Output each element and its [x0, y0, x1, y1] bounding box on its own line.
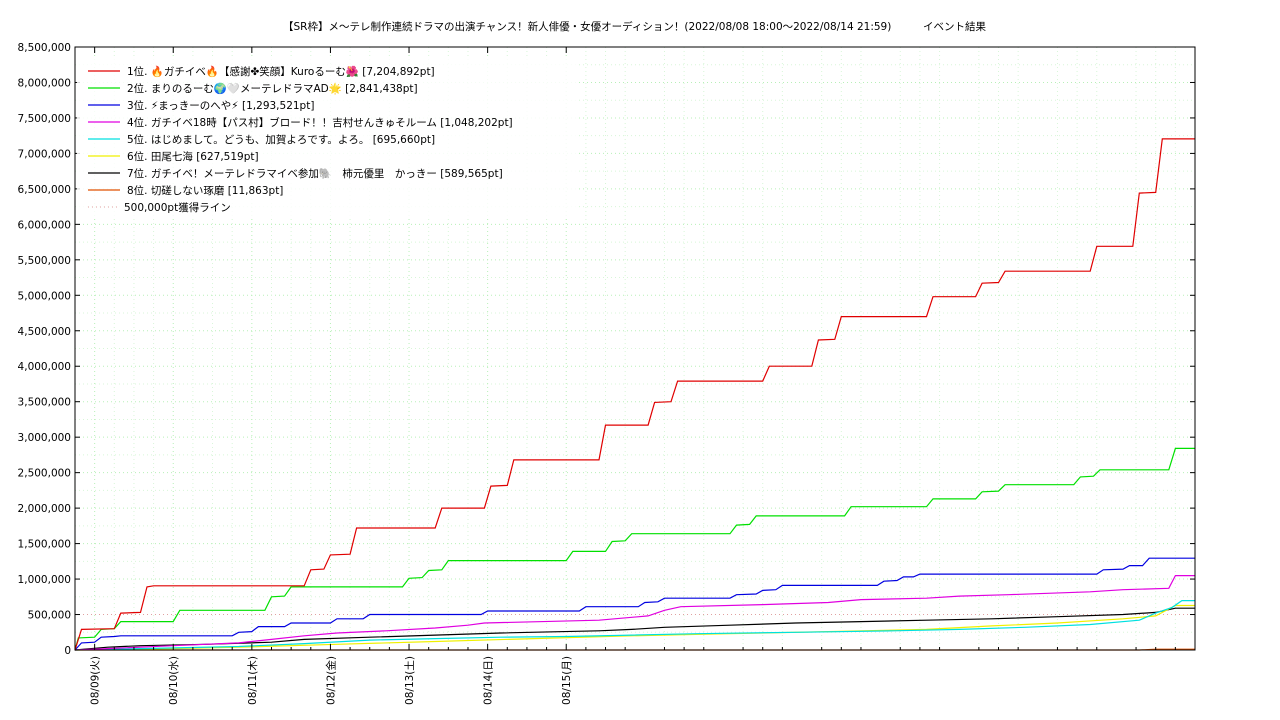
- y-tick-label: 6,500,000: [18, 184, 71, 196]
- y-tick-label: 8,500,000: [18, 42, 71, 54]
- legend-entry-2: 2位. まりのるーむ🌍🤍メーテレドラマAD🌟 [2,841,438pt]: [127, 82, 418, 95]
- series-line-3: [74, 557, 1195, 651]
- y-tick-label: 8,000,000: [18, 77, 71, 89]
- legend-background: [77, 59, 577, 217]
- x-tick-label: 08/15(月): [561, 656, 573, 705]
- axes: 0 500,000 1,000,000 1,500,000 2,000,000 2,500…: [18, 42, 1195, 705]
- legend-entry-5: 5位. はじめまして。どうも、加賀よろです。よろ。 [695,660pt]: [127, 133, 435, 146]
- y-tick-label: 4,000,000: [18, 361, 71, 373]
- legend-entry-1: 1位. 🔥ガチイベ🔥【感謝✤笑顔】Kuroるーむ🌺 [7,204,892pt]: [127, 65, 435, 78]
- x-tick-label: 08/10(水): [168, 656, 180, 705]
- legend-entry-9: 500,000pt獲得ライン: [124, 201, 231, 214]
- series-line-2: [74, 447, 1195, 651]
- x-tick-label: 08/12(金): [324, 656, 337, 705]
- x-tick-label: 08/13(土): [403, 656, 416, 705]
- legend: 1位. 🔥ガチイベ🔥【感謝✤笑顔】Kuroるーむ🌺 [7,204,892pt] 2…: [77, 59, 577, 217]
- y-tick-label: 500,000: [28, 610, 71, 622]
- y-tick-label: 1,500,000: [18, 539, 71, 551]
- x-tick-label: 08/11(木): [247, 656, 259, 705]
- legend-entry-7: 7位. ガチイベ！メーテレドラマイベ参加🐘 柿元優里 かっきー [589,565…: [127, 167, 503, 180]
- y-tick-label: 3,000,000: [18, 432, 71, 444]
- series-line-5: [74, 600, 1195, 651]
- y-tick-label: 2,500,000: [18, 468, 71, 480]
- x-tick-label: 08/14(日): [483, 656, 495, 705]
- y-tick-label: 7,500,000: [18, 113, 71, 125]
- legend-entry-8: 8位. 切磋しない琢磨 [11,863pt]: [127, 184, 283, 197]
- plot-frame: [74, 46, 1196, 651]
- y-tick-label: 2,000,000: [18, 503, 71, 515]
- y-tick-label: 5,000,000: [18, 290, 71, 302]
- legend-entry-6: 6位. 田尾七海 [627,519pt]: [127, 150, 259, 163]
- y-tick-label: 1,000,000: [18, 574, 71, 586]
- legend-entry-3: 3位. ⚡まっきーのへや⚡ [1,293,521pt]: [127, 99, 314, 112]
- chart-subtitle: イベント結果: [923, 20, 986, 33]
- chart-title: 【SR枠】メ〜テレ制作連続ドラマの出演チャンス！新人俳優・女優オーディション！(…: [283, 20, 891, 33]
- y-tick-label: 5,500,000: [18, 255, 71, 267]
- y-tick-label: 6,000,000: [18, 219, 71, 231]
- y-tick-label: 0: [64, 645, 71, 657]
- series-line-4: [74, 575, 1195, 651]
- y-tick-label: 4,500,000: [18, 326, 71, 338]
- y-tick-label: 7,000,000: [18, 148, 71, 160]
- y-tick-label: 3,500,000: [18, 397, 71, 409]
- x-tick-label: 08/09(火): [90, 656, 102, 705]
- legend-entry-4: 4位. ガチイベ18時【パス村】ブロード！！吉村せんきゅそルーム [1,048,…: [127, 116, 513, 129]
- series-line-1: [74, 138, 1195, 651]
